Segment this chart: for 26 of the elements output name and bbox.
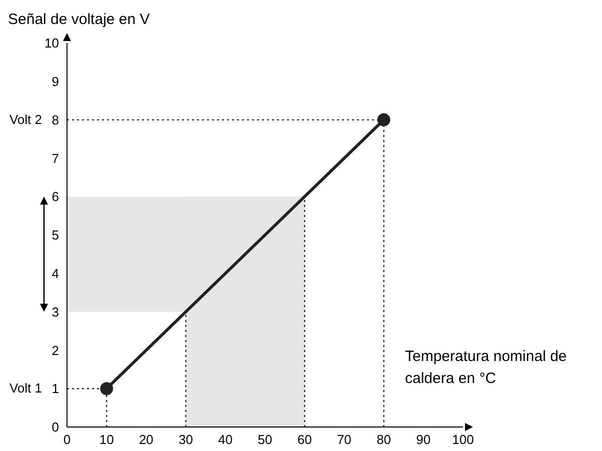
x-tick-label: 0 [63,432,71,448]
y-tick-label: 6 [52,189,59,204]
y-tick-label: 2 [52,342,59,358]
ref-line-label: Volt 2 [9,112,42,127]
x-tick-label: 80 [376,432,392,448]
x-tick-label: 10 [99,432,114,448]
x-tick-label: 20 [138,432,154,448]
y-axis-title: Señal de voltaje en V [8,11,150,28]
x-tick-label: 90 [416,432,431,448]
x-tick-label: 50 [258,432,272,448]
y-tick-label: 4 [52,266,59,282]
x-tick-label: 70 [336,432,352,448]
x-tick-label: 30 [178,432,194,448]
x-tick-label: 40 [218,432,233,448]
y-tick-label: 0 [52,420,59,435]
y-tick-label: 5 [52,228,59,243]
ref-line-label: Volt 1 [9,380,42,396]
y-tick-label: 7 [52,150,59,166]
x-tick-label: 100 [452,432,474,448]
y-tick-label: 9 [52,74,59,90]
y-tick-label: 10 [44,36,59,51]
y-tick-label: 3 [52,304,59,320]
x-tick-label: 60 [297,432,312,448]
x-axis-title: Temperatura nominal de caldera en °C [405,347,568,389]
y-tick-label: 8 [52,112,59,128]
y-tick-label: 1 [52,381,59,396]
